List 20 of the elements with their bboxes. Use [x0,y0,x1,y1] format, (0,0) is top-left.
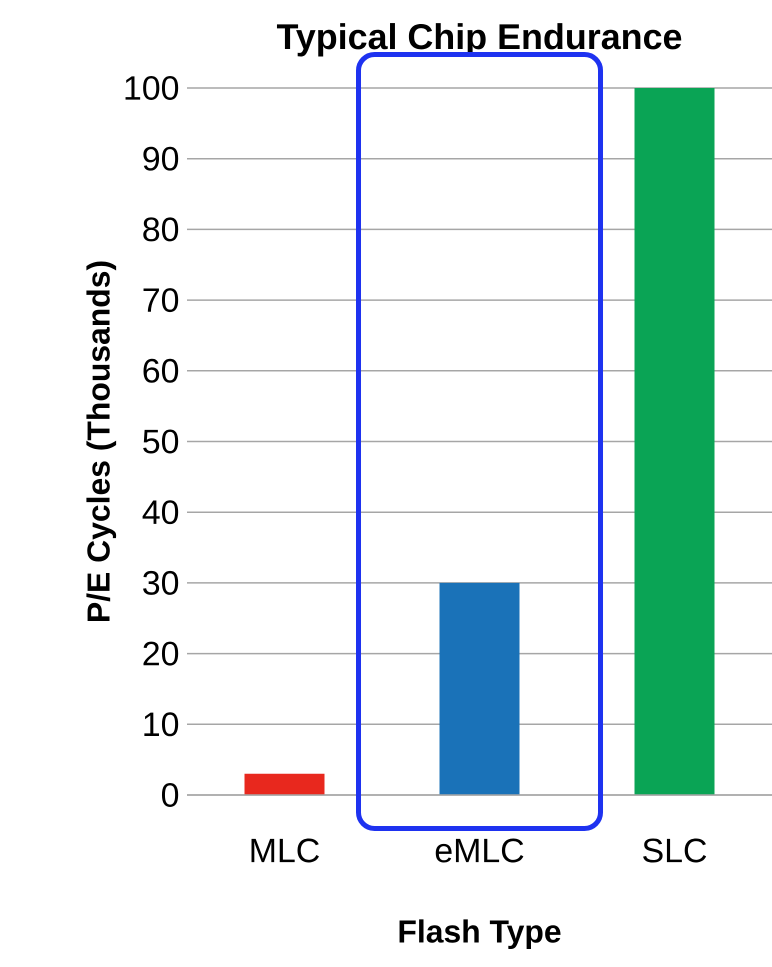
bar [634,88,715,795]
y-tick-label: 30 [143,570,178,595]
y-tick-label: 100 [126,76,178,100]
chart-title: Typical Chip Endurance [276,23,682,56]
x-tick-label: eMLC [436,838,524,862]
y-tick-label: 50 [143,430,178,454]
y-tick-label: 80 [143,217,178,242]
y-axis-title: P/E Cycles (Thousands) [86,262,116,621]
y-tick-label: 70 [144,288,178,312]
y-tick-label: 90 [143,146,178,171]
x-axis-title: Flash Type [400,919,561,950]
y-tick-label: 20 [144,642,178,666]
y-tick-label: 40 [142,500,178,524]
y-tick-label: 0 [162,783,178,807]
bar [440,582,520,795]
y-tick-label: 10 [144,712,178,736]
y-tick-label: 60 [144,358,178,383]
x-tick-label: MLC [252,838,319,862]
bar [244,774,325,795]
x-tick-label: SLC [643,838,706,862]
